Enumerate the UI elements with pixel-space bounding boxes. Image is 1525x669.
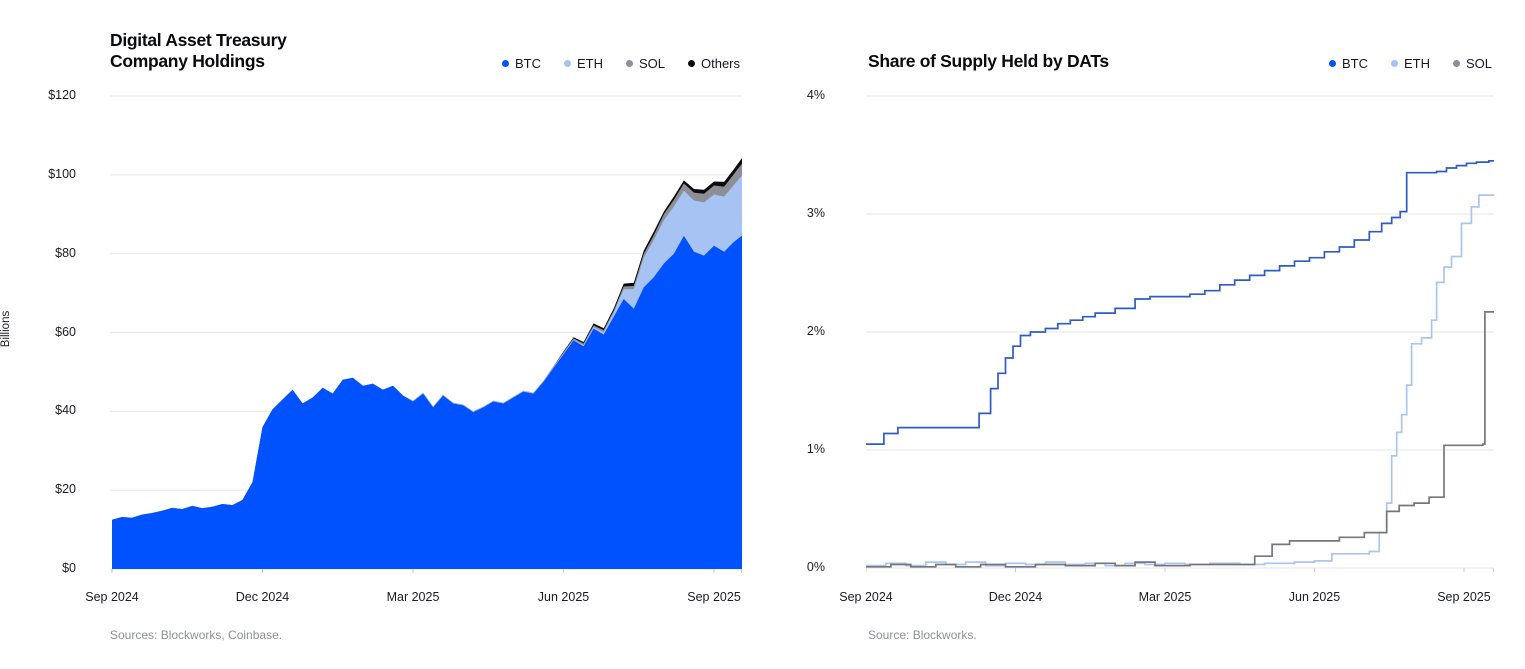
y-tick-label: 4% (806, 88, 825, 102)
x-tick-label: Mar 2025 (1138, 590, 1192, 604)
x-tick-label: Dec 2024 (235, 590, 290, 604)
legend-label: BTC (1341, 56, 1368, 71)
x-tick-label: Sep 2025 (687, 590, 741, 604)
y-tick-label: $80 (55, 245, 76, 260)
chart-title-line: Share of Supply Held by DATs (868, 51, 1109, 71)
y-tick-label: $120 (48, 88, 76, 102)
y-tick-label: 2% (806, 324, 825, 338)
y-tick-label: $0 (62, 561, 76, 575)
y-tick-label: $60 (55, 324, 76, 339)
line-sol (866, 311, 1494, 568)
legend-dot-icon (1328, 60, 1336, 67)
area-btc (112, 235, 742, 569)
chart-title: Digital Asset Treasury Company Holdings (110, 30, 287, 72)
x-tick-label: Dec 2024 (988, 590, 1043, 604)
chart-legend: BTC ETH SOL Others (501, 56, 740, 71)
y-tick-label: $100 (48, 166, 76, 181)
legend-item-btc: BTC (501, 56, 541, 71)
legend-dot-icon (563, 60, 571, 67)
x-tick-label: Jun 2025 (1288, 590, 1341, 604)
x-tick-label: Sep 2025 (1437, 590, 1491, 604)
y-tick-label: 1% (806, 442, 825, 456)
chart-title: Share of Supply Held by DATs (868, 51, 1109, 72)
y-tick-label: $40 (55, 403, 76, 418)
legend-item-eth: ETH (1390, 56, 1430, 71)
legend-item-sol: SOL (625, 56, 665, 71)
x-tick-label: Sep 2024 (839, 590, 893, 604)
legend-label: SOL (638, 56, 665, 71)
legend-label: BTC (514, 56, 541, 71)
x-tick-label: Mar 2025 (386, 590, 440, 604)
legend-label: ETH (576, 56, 603, 71)
chart-title-line: Digital Asset Treasury (110, 30, 287, 50)
legend-label: ETH (1403, 56, 1430, 71)
legend-dot-icon (625, 60, 633, 67)
line-btc (866, 160, 1494, 445)
source-note: Sources: Blockworks, Coinbase. (110, 628, 283, 642)
chart-title-line: Company Holdings (110, 51, 265, 71)
legend-item-others: Others (687, 56, 740, 71)
source-note: Source: Blockworks. (868, 628, 977, 642)
legend-item-sol: SOL (1452, 56, 1492, 71)
y-tick-label: 0% (806, 560, 825, 574)
plot-area (110, 95, 742, 573)
legend-dot-icon (687, 60, 695, 67)
legend-label: SOL (1465, 56, 1492, 71)
legend-item-btc: BTC (1328, 56, 1368, 71)
plot-area (866, 95, 1494, 572)
x-tick-label: Jun 2025 (537, 590, 590, 604)
x-tick-label: Sep 2024 (85, 590, 139, 604)
legend-dot-icon (1390, 60, 1398, 67)
chart-legend: BTC ETH SOL (1328, 56, 1492, 71)
y-tick-label: $20 (55, 482, 76, 497)
legend-dot-icon (501, 60, 509, 67)
legend-item-eth: ETH (563, 56, 603, 71)
legend-label: Others (700, 56, 740, 71)
y-tick-label: 3% (806, 206, 825, 220)
legend-dot-icon (1452, 60, 1460, 67)
